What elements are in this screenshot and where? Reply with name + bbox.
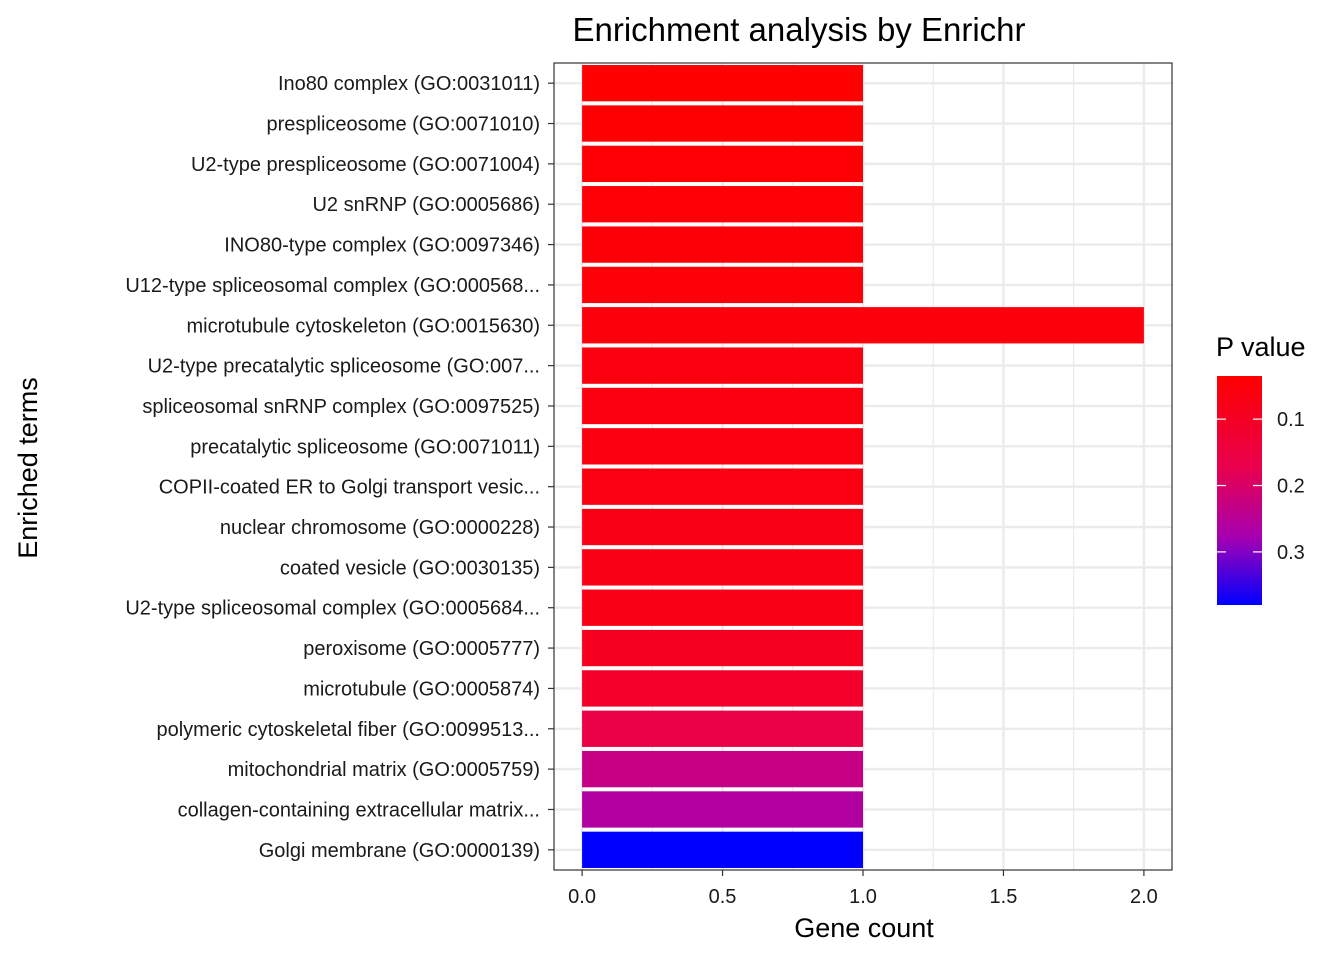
bar (582, 226, 863, 263)
bar (582, 387, 863, 425)
y-tick-label: INO80-type complex (GO:0097346) (224, 235, 540, 257)
x-tick-label: 0.0 (568, 886, 596, 908)
legend-ticks: 0.1 0.2 0.3 (1217, 409, 1305, 564)
y-tick-label: Golgi membrane (GO:0000139) (259, 840, 540, 862)
bar (582, 508, 863, 546)
bar (582, 347, 863, 384)
x-axis: 0.0 0.5 1.0 1.5 2.0 (568, 870, 1158, 908)
y-tick-label: microtubule cytoskeleton (GO:0015630) (186, 315, 540, 337)
bar (582, 791, 863, 828)
bar (582, 145, 863, 183)
x-tick-label: 2.0 (1130, 886, 1158, 908)
y-tick-label: U12-type spliceosomal complex (GO:000568… (125, 275, 540, 297)
bar (582, 629, 863, 667)
bar (582, 589, 863, 626)
y-tick-label: prespliceosome (GO:0071010) (267, 114, 540, 136)
y-tick-label: U2-type prespliceosome (GO:0071004) (191, 154, 540, 176)
y-axis: Ino80 complex (GO:0031011) prespliceosome… (125, 73, 554, 862)
bar (582, 750, 863, 788)
bar (582, 428, 863, 465)
y-tick-label: U2 snRNP (GO:0005686) (312, 194, 540, 216)
bar (582, 105, 863, 142)
legend-colorbar (1217, 376, 1262, 605)
y-tick-label: microtubule (GO:0005874) (303, 678, 540, 700)
bar (582, 670, 863, 707)
bars (582, 65, 1144, 868)
bar (582, 186, 863, 223)
legend-tick-label: 0.2 (1277, 476, 1305, 498)
y-tick-label: U2-type precatalytic spliceosome (GO:007… (148, 356, 540, 378)
bar (582, 266, 863, 304)
bar (582, 65, 863, 102)
y-tick-label: Ino80 complex (GO:0031011) (278, 73, 540, 95)
y-tick-label: spliceosomal snRNP complex (GO:0097525) (142, 396, 540, 418)
legend: P value 0.1 0.2 0.3 (1216, 332, 1306, 605)
bar (582, 831, 863, 868)
y-axis-title: Enriched terms (13, 377, 43, 559)
y-tick-label: polymeric cytoskeletal fiber (GO:0099513… (156, 719, 540, 741)
x-tick-label: 0.5 (709, 886, 737, 908)
x-tick-label: 1.5 (990, 886, 1018, 908)
x-tick-label: 1.0 (849, 886, 877, 908)
y-tick-label: peroxisome (GO:0005777) (303, 638, 540, 660)
y-tick-label: mitochondrial matrix (GO:0005759) (228, 759, 540, 781)
bar (582, 468, 863, 505)
y-tick-label: nuclear chromosome (GO:0000228) (220, 517, 540, 539)
y-tick-label: coated vesicle (GO:0030135) (280, 557, 540, 579)
legend-tick-label: 0.3 (1277, 542, 1305, 564)
bar (582, 549, 863, 586)
grid-lines (554, 63, 1172, 870)
chart-title: Enrichment analysis by Enrichr (572, 11, 1025, 48)
legend-tick-label: 0.1 (1277, 409, 1305, 431)
y-tick-label: precatalytic spliceosome (GO:0071011) (190, 436, 540, 458)
x-axis-title: Gene count (794, 913, 934, 943)
y-tick-label: collagen-containing extracellular matrix… (178, 799, 540, 821)
bar (582, 710, 863, 747)
bar (582, 307, 1144, 344)
y-tick-label: COPII-coated ER to Golgi transport vesic… (159, 477, 540, 499)
y-tick-label: U2-type spliceosomal complex (GO:0005684… (125, 598, 540, 620)
legend-title: P value (1216, 332, 1306, 362)
